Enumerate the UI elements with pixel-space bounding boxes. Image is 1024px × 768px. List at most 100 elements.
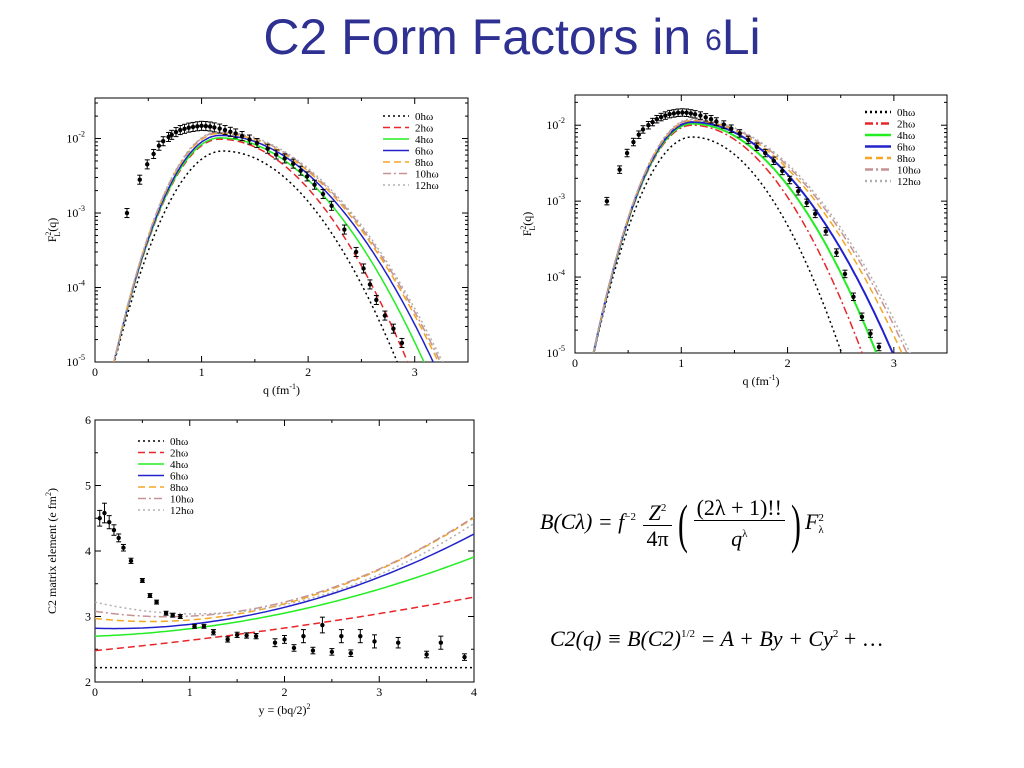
data-point [796, 189, 801, 194]
data-point [169, 132, 174, 138]
series-line-2hw [95, 596, 474, 652]
series-line-2hw [113, 138, 409, 362]
data-point [823, 229, 829, 234]
data-point [291, 645, 297, 651]
x-tick-label: 1 [187, 685, 193, 699]
data-point [438, 640, 444, 645]
legend-label-4hw: 4hω [897, 130, 915, 142]
series-line-10hw [95, 516, 474, 618]
x-tick-label: 1 [678, 356, 684, 370]
data-point [320, 622, 325, 628]
form-factor-plot-1: 0 1 2 3 10-2 10-3 10-4 10-5 q (fm-1) F2L(q) 0hω 2hω… [40, 96, 485, 408]
data-point [97, 516, 102, 521]
data-point [166, 134, 171, 140]
data-point [631, 139, 636, 145]
data-point [462, 654, 467, 660]
data-point [391, 326, 396, 331]
data-point [675, 110, 681, 115]
data-point [310, 648, 316, 653]
legend-label-8hw: 8hω [897, 153, 915, 165]
data-point [372, 639, 377, 644]
data-point [640, 127, 646, 132]
z-over-4pi-fraction: Z2 4π [643, 496, 672, 552]
series-line-0hw [593, 136, 843, 353]
series-line-12hw [113, 130, 444, 362]
data-point [667, 111, 672, 117]
y-tick-label: 10-3 [546, 192, 565, 208]
data-point [170, 612, 175, 618]
data-point [207, 124, 213, 129]
data-point [304, 174, 310, 179]
data-point [842, 271, 848, 277]
data-point [182, 126, 187, 132]
legend-label-6hw: 6hω [897, 142, 915, 154]
data-point [154, 599, 159, 605]
data-point [190, 124, 196, 130]
data-point [233, 131, 238, 136]
x-tick-label: 2 [305, 365, 311, 379]
data-point [604, 198, 610, 204]
data-point [247, 137, 252, 142]
series-line-6hw [95, 533, 474, 630]
data-point [178, 127, 183, 133]
y-axis-label: C2 matrix element (e fm2) [44, 488, 59, 614]
data-point [312, 182, 317, 187]
legend-label-2hw: 2hω [415, 123, 433, 135]
y-tick-label: 6 [85, 413, 91, 427]
data-point [636, 132, 641, 137]
legend-label-12hw: 12hω [897, 176, 921, 188]
data-point [228, 129, 233, 135]
plot-frame [574, 94, 948, 354]
data-point [859, 314, 865, 319]
legend-label-6hw: 6hω [415, 146, 433, 158]
legend-label-2hw: 2hω [170, 448, 188, 460]
x-tick-label: 3 [891, 356, 897, 370]
double-factorial-fraction: (2λ + 1)!! qλ [693, 496, 785, 552]
legend-label-10hw: 10hω [897, 165, 921, 177]
x-tick-label: 1 [199, 365, 205, 379]
c2-expansion-formula: C2(q) ≡ B(C2)1/2 = A + By + Cy2 + … [550, 626, 884, 651]
series-line-8hw [592, 119, 903, 353]
data-point [374, 297, 379, 303]
slide-title: C2 Form Factors in 6Li [263, 9, 761, 65]
y-tick-label: 3 [85, 610, 91, 624]
x-tick-label: 0 [572, 356, 578, 370]
x-tick-label: 3 [376, 685, 382, 699]
data-point [329, 649, 335, 655]
series-line-4hw [592, 122, 878, 353]
data-point [721, 122, 726, 127]
data-point [151, 151, 156, 157]
data-point [771, 158, 776, 163]
x-tick-label: 0 [92, 685, 98, 699]
x-tick-label: 3 [412, 365, 418, 379]
data-point [329, 203, 334, 208]
legend-label-6hw: 6hω [170, 471, 188, 483]
data-point [212, 125, 217, 130]
data-point [714, 119, 719, 124]
data-point [688, 111, 694, 116]
series-line-4hw [95, 556, 474, 637]
legend-label-0hw: 0hω [415, 111, 433, 123]
data-point [239, 133, 245, 139]
data-point [348, 650, 354, 656]
data-point [654, 117, 660, 122]
data-point [217, 126, 222, 131]
data-point [658, 114, 664, 120]
data-point [178, 614, 183, 619]
data-point [624, 150, 630, 156]
data-point [763, 150, 768, 156]
data-point [650, 119, 655, 125]
data-point [107, 519, 112, 525]
data-point [254, 140, 260, 146]
form-factor-plot-2-svg: 0 1 2 3 10-2 10-3 10-4 10-5 q (fm-1) F2L(q) 0hω2hω… [519, 94, 948, 388]
data-point [147, 593, 153, 598]
y-tick-label: 10-4 [546, 268, 565, 284]
data-point [137, 177, 142, 182]
data-point [203, 123, 209, 129]
data-point [342, 227, 347, 232]
data-point [225, 637, 230, 642]
form-factor-plot-1-svg: 0 1 2 3 10-2 10-3 10-4 10-5 q (fm-1) F2L(q) 0hω2hω… [44, 97, 469, 397]
data-point [367, 282, 373, 287]
y-tick-label: 10-4 [66, 279, 85, 295]
data-point [358, 633, 363, 639]
